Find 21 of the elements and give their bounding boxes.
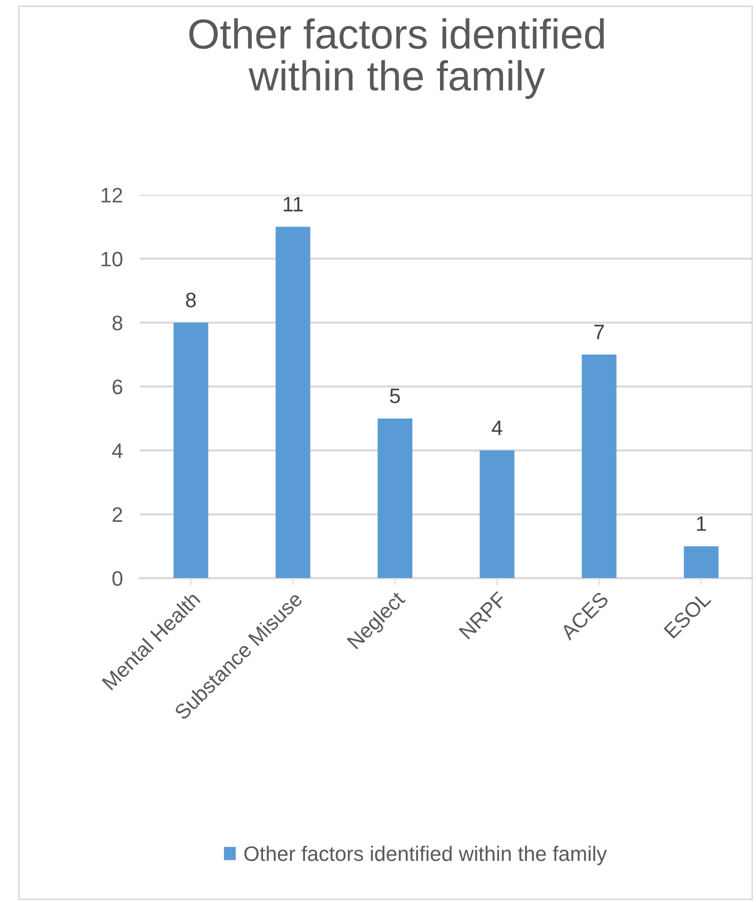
- legend-label: Other factors identified within the family: [244, 846, 607, 866]
- data-label: 4: [492, 420, 502, 435]
- y-tick-label: 10: [102, 252, 122, 266]
- data-label: 5: [390, 388, 400, 404]
- bar: [276, 226, 310, 578]
- bar: [480, 450, 514, 578]
- data-label: 7: [594, 324, 604, 340]
- y-tick-label: 2: [112, 507, 122, 522]
- y-tick-label: 8: [112, 316, 122, 330]
- bar: [378, 418, 412, 578]
- y-tick-label: 0: [112, 571, 122, 586]
- bar: [684, 546, 719, 578]
- chart-title: Other factors identified within the family: [189, 18, 604, 99]
- y-tick-label: 12: [102, 188, 122, 202]
- bar: [582, 354, 616, 578]
- bar: [174, 322, 208, 578]
- y-tick-label: 6: [112, 380, 122, 394]
- data-label: 1: [696, 516, 706, 531]
- data-label: 11: [284, 197, 303, 212]
- y-tick-label: 4: [112, 444, 123, 458]
- data-label: 8: [186, 292, 196, 308]
